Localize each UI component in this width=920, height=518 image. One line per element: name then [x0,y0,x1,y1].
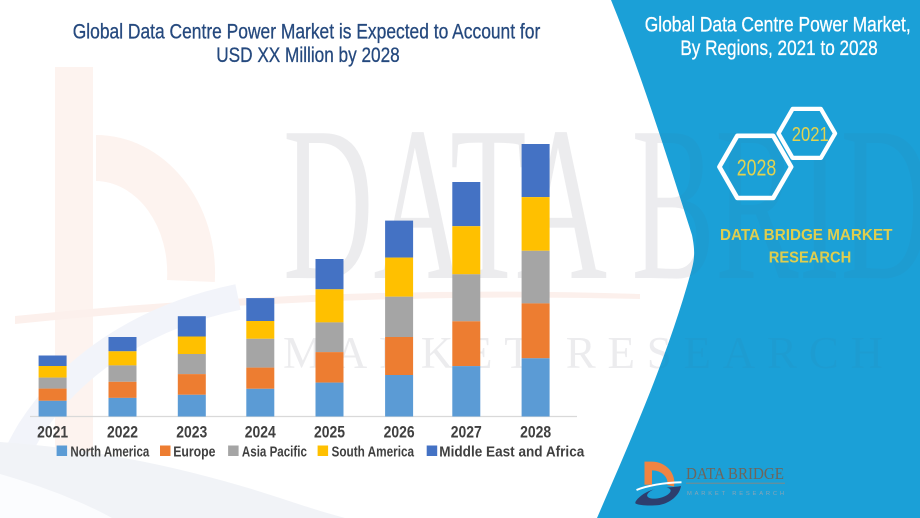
svg-text:By Regions, 2021 to 2028: By Regions, 2021 to 2028 [680,36,877,60]
svg-text:2026: 2026 [384,422,415,441]
svg-text:2028: 2028 [737,155,777,181]
svg-text:Middle East and Africa: Middle East and Africa [439,445,585,461]
svg-text:2025: 2025 [314,422,345,441]
svg-text:South America: South America [332,445,415,461]
svg-text:DATA BRIDGE MARKET: DATA BRIDGE MARKET [720,227,893,244]
svg-text:Global Data Centre Power Marke: Global Data Centre Power Market is Expec… [73,20,541,44]
svg-text:2021: 2021 [37,422,68,441]
svg-text:Asia Pacific: Asia Pacific [242,445,307,461]
svg-text:RESEARCH: RESEARCH [769,250,852,267]
svg-text:MARKET RESEARCH: MARKET RESEARCH [283,328,883,378]
svg-text:2022: 2022 [107,422,138,441]
svg-text:Global Data Centre Power Marke: Global Data Centre Power Market, [645,13,911,37]
svg-text:USD XX Million by 2028: USD XX Million by 2028 [216,43,400,67]
svg-text:2021: 2021 [792,124,829,146]
svg-text:2027: 2027 [451,422,482,441]
svg-text:2024: 2024 [245,422,276,441]
svg-text:2023: 2023 [176,422,207,441]
svg-text:MARKET RESEARCH: MARKET RESEARCH [687,491,784,497]
svg-text:DATA BRIDGE: DATA BRIDGE [686,465,784,483]
svg-text:North America: North America [70,445,149,461]
svg-text:2028: 2028 [520,422,551,441]
svg-text:Europe: Europe [173,445,215,461]
